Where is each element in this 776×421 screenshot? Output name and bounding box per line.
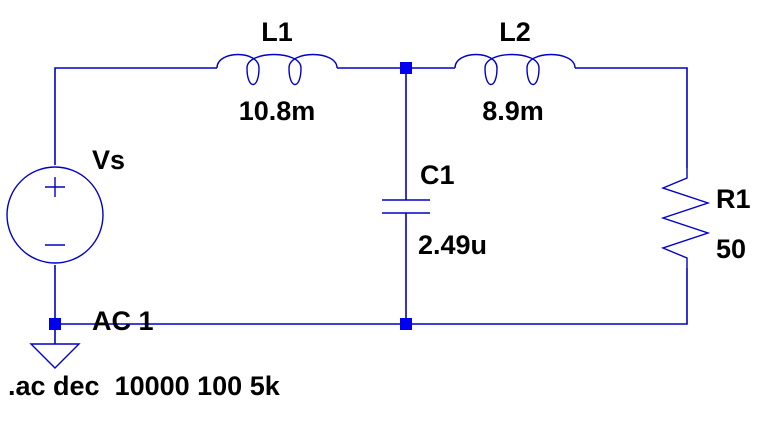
voltage-source-circle bbox=[6, 166, 104, 264]
r1-name-label: R1 bbox=[716, 184, 751, 214]
voltage-source-vs[interactable] bbox=[6, 166, 104, 264]
l2-name-label: L2 bbox=[499, 17, 531, 47]
l1-name-label: L1 bbox=[261, 17, 293, 47]
wire-r1-to-bottom[interactable] bbox=[55, 268, 688, 325]
c1-name-label: C1 bbox=[420, 160, 455, 190]
vs-value-label: AC 1 bbox=[92, 306, 154, 336]
junction-top-node[interactable] bbox=[400, 62, 412, 74]
inductor-l1[interactable] bbox=[216, 53, 338, 86]
ac-analysis-directive[interactable]: .ac dec 10000 100 5k bbox=[8, 371, 281, 401]
junctions bbox=[49, 62, 412, 330]
wires bbox=[54, 67, 688, 344]
inductor-l2[interactable] bbox=[454, 53, 576, 86]
r1-value-label: 50 bbox=[716, 234, 746, 264]
wire-top-left[interactable] bbox=[54, 67, 217, 165]
l1-value-label: 10.8m bbox=[239, 96, 316, 126]
junction-ground-node[interactable] bbox=[49, 318, 61, 330]
capacitor-c1[interactable] bbox=[382, 199, 430, 214]
inductor-l1-coil bbox=[216, 53, 338, 86]
l2-value-label: 8.9m bbox=[482, 96, 544, 126]
inductor-l2-coil bbox=[454, 53, 576, 86]
vs-name-label: Vs bbox=[92, 145, 125, 175]
ground-triangle bbox=[29, 343, 81, 369]
resistor-r1-zigzag bbox=[660, 168, 711, 268]
wire-l2-to-r1[interactable] bbox=[575, 67, 688, 168]
ground-symbol[interactable] bbox=[29, 343, 81, 369]
resistor-r1[interactable] bbox=[660, 168, 711, 268]
c1-value-label: 2.49u bbox=[418, 230, 487, 260]
junction-bottom-node[interactable] bbox=[400, 318, 412, 330]
